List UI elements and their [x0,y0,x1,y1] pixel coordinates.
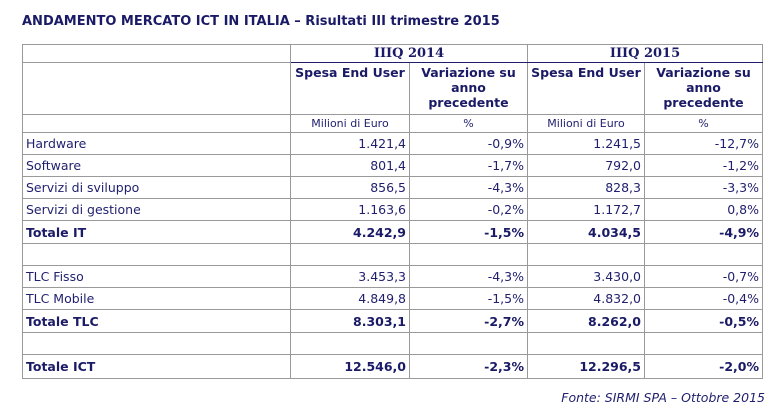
unit-spesa-2014: Milioni di Euro [290,114,410,133]
total-row: Totale ICT 12.546,0 -2,3% 12.296,5 -2,0% [22,354,763,379]
cell-var-2014: -1,5% [409,220,528,244]
cell-spesa-2014: 1.163,6 [290,198,410,221]
cell-spesa-2015: 4.034,5 [527,220,645,244]
cell-var-2015: -2,0% [644,354,763,379]
row-label: Hardware [22,132,291,155]
cell-spesa-2014: 8.303,1 [290,309,410,333]
row-label: Servizi di gestione [22,198,291,221]
cell-spesa-2015: 12.296,5 [527,354,645,379]
ict-market-table: IIIQ 2014 IIIQ 2015 Spesa End User Varia… [22,44,763,379]
cell-var-2015: -3,3% [644,176,763,199]
col-header-variazione-2014: Variazione su anno precedente [409,62,528,115]
table-row: Servizi di gestione 1.163,6 -0,2% 1.172,… [22,198,763,221]
cell-var-2014: -2,7% [409,309,528,333]
cell-spesa-2015: 4.832,0 [527,287,645,310]
cell-var-2014: -4,3% [409,176,528,199]
row-label: TLC Fisso [22,265,291,288]
cell-spesa-2014: 1.421,4 [290,132,410,155]
table-row: TLC Fisso 3.453,3 -4,3% 3.430,0 -0,7% [22,265,763,288]
header-empty-cell [22,44,291,63]
cell-spesa-2015: 8.262,0 [527,309,645,333]
header-empty-cell [22,114,291,133]
column-header-row: Spesa End User Variazione su anno preced… [22,62,763,115]
page-title: ANDAMENTO MERCATO ICT IN ITALIA – Risult… [22,14,500,29]
header-empty-cell [22,62,291,115]
source-note: Fonte: SIRMI SPA – Ottobre 2015 [561,390,765,405]
cell-var-2014: -2,3% [409,354,528,379]
table-row: Software 801,4 -1,7% 792,0 -1,2% [22,154,763,177]
cell-spesa-2014: 4.849,8 [290,287,410,310]
cell-spesa-2014: 801,4 [290,154,410,177]
cell-var-2015: -12,7% [644,132,763,155]
total-row: Totale TLC 8.303,1 -2,7% 8.262,0 -0,5% [22,309,763,333]
cell-var-2014: -0,2% [409,198,528,221]
cell-var-2014: -1,7% [409,154,528,177]
table-row: Servizi di sviluppo 856,5 -4,3% 828,3 -3… [22,176,763,199]
cell-var-2015: -0,5% [644,309,763,333]
cell-var-2014: -1,5% [409,287,528,310]
spacer-row [22,332,763,355]
cell-spesa-2014: 856,5 [290,176,410,199]
cell-spesa-2014: 4.242,9 [290,220,410,244]
unit-variazione-2015: % [644,114,763,133]
period-header-2014: IIIQ 2014 [290,44,528,63]
units-row: Milioni di Euro % Milioni di Euro % [22,114,763,133]
cell-var-2015: -0,7% [644,265,763,288]
col-header-variazione-2015: Variazione su anno precedente [644,62,763,115]
cell-spesa-2015: 3.430,0 [527,265,645,288]
cell-spesa-2015: 1.241,5 [527,132,645,155]
cell-spesa-2014: 3.453,3 [290,265,410,288]
unit-variazione-2014: % [409,114,528,133]
cell-spesa-2015: 828,3 [527,176,645,199]
spacer-row [22,243,763,266]
row-label: Totale IT [22,220,291,244]
col-header-spesa-2014: Spesa End User [290,62,410,115]
table-row: TLC Mobile 4.849,8 -1,5% 4.832,0 -0,4% [22,287,763,310]
col-header-spesa-2015: Spesa End User [527,62,645,115]
row-label: Totale ICT [22,354,291,379]
table-row: Hardware 1.421,4 -0,9% 1.241,5 -12,7% [22,132,763,155]
cell-var-2014: -0,9% [409,132,528,155]
row-label: Software [22,154,291,177]
row-label: Servizi di sviluppo [22,176,291,199]
cell-var-2015: -1,2% [644,154,763,177]
cell-spesa-2015: 1.172,7 [527,198,645,221]
cell-spesa-2015: 792,0 [527,154,645,177]
cell-var-2015: -4,9% [644,220,763,244]
cell-var-2015: 0,8% [644,198,763,221]
cell-var-2014: -4,3% [409,265,528,288]
period-header-2015: IIIQ 2015 [527,44,763,63]
row-label: TLC Mobile [22,287,291,310]
cell-spesa-2014: 12.546,0 [290,354,410,379]
cell-var-2015: -0,4% [644,287,763,310]
period-header-row: IIIQ 2014 IIIQ 2015 [22,44,763,63]
unit-spesa-2015: Milioni di Euro [527,114,645,133]
row-label: Totale TLC [22,309,291,333]
total-row: Totale IT 4.242,9 -1,5% 4.034,5 -4,9% [22,220,763,244]
